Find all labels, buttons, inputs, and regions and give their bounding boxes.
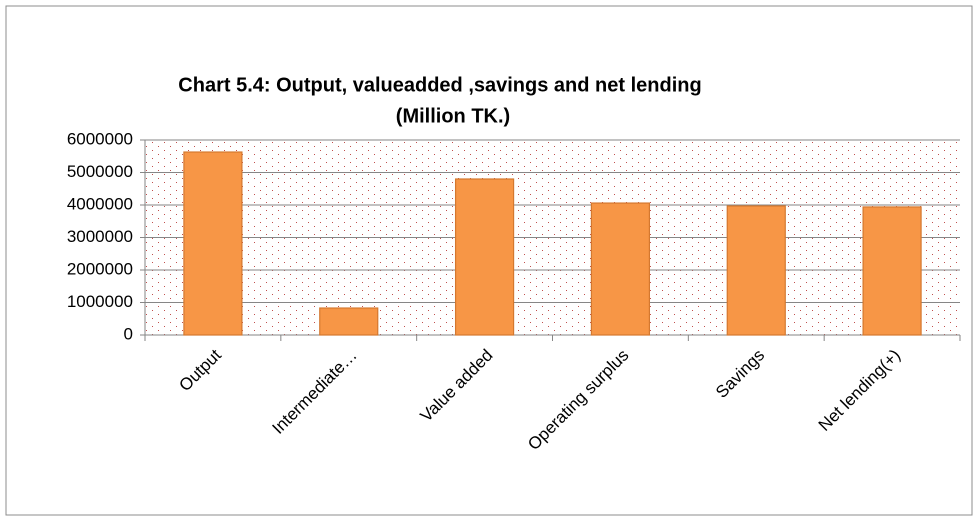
bar [590,202,651,336]
chart-subtitle: (Million TK.) [396,105,510,127]
chart-title: Chart 5.4: Output, valueadded ,savings a… [178,74,701,96]
bar [319,307,379,336]
y-tick-label: 6000000 [67,129,133,148]
y-tick-label: 3000000 [67,227,133,246]
y-tick-label: 1000000 [67,292,133,311]
bar [862,206,922,336]
bar [183,151,243,336]
y-tick-label: 0 [124,324,133,343]
bar [726,205,786,336]
y-tick-label: 4000000 [67,194,133,213]
y-tick-label: 2000000 [67,259,133,278]
y-tick-label: 5000000 [67,162,133,181]
bar [454,178,515,336]
